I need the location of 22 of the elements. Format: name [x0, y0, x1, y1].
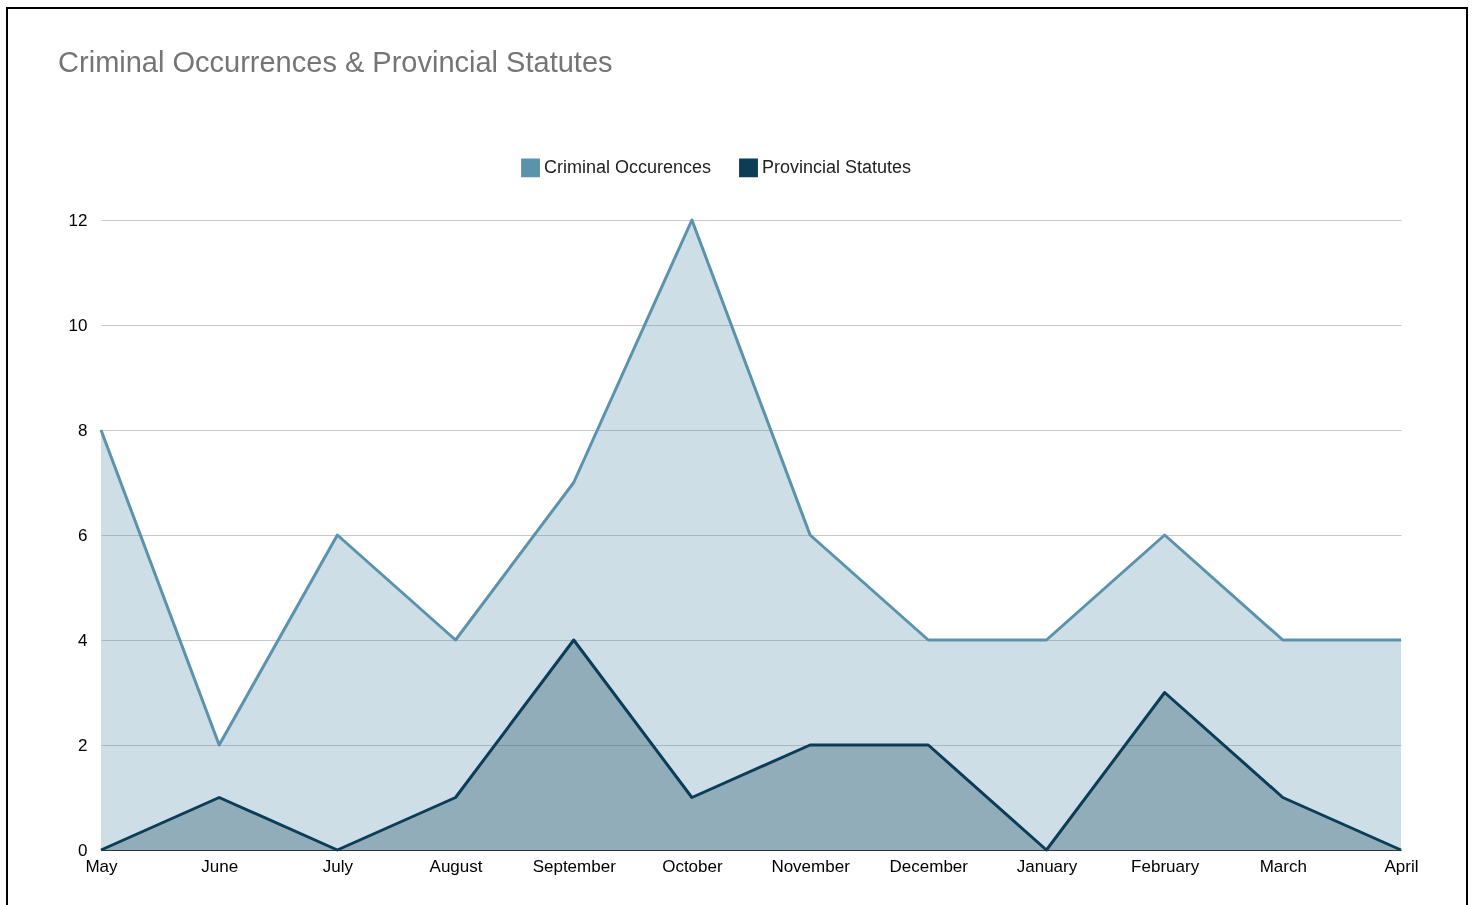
y-tick-label: 4 [78, 630, 88, 650]
x-tick-label: June [201, 856, 239, 876]
x-tick-label: February [1131, 856, 1200, 876]
y-tick-label: 10 [68, 315, 88, 335]
x-tick-label: April [1384, 856, 1419, 876]
y-tick-label: 0 [78, 840, 88, 860]
x-tick-label: October [662, 856, 723, 876]
x-tick-label: December [889, 856, 969, 876]
y-tick-label: 8 [78, 420, 88, 440]
x-tick-label: January [1016, 856, 1078, 876]
y-tick-label: 12 [68, 210, 88, 230]
x-tick-label: August [429, 856, 483, 876]
legend-label: Provincial Statutes [762, 156, 912, 177]
x-tick-label: March [1259, 856, 1307, 876]
y-tick-label: 2 [78, 735, 88, 755]
x-tick-label: May [85, 856, 119, 876]
x-tick-label: November [771, 856, 851, 876]
x-tick-label: July [322, 856, 354, 876]
x-tick-label: September [532, 856, 617, 876]
y-tick-label: 6 [78, 525, 88, 545]
legend-label: Criminal Occurences [544, 156, 712, 177]
chart-title: Criminal Occurrences & Provincial Statutes [58, 46, 613, 78]
